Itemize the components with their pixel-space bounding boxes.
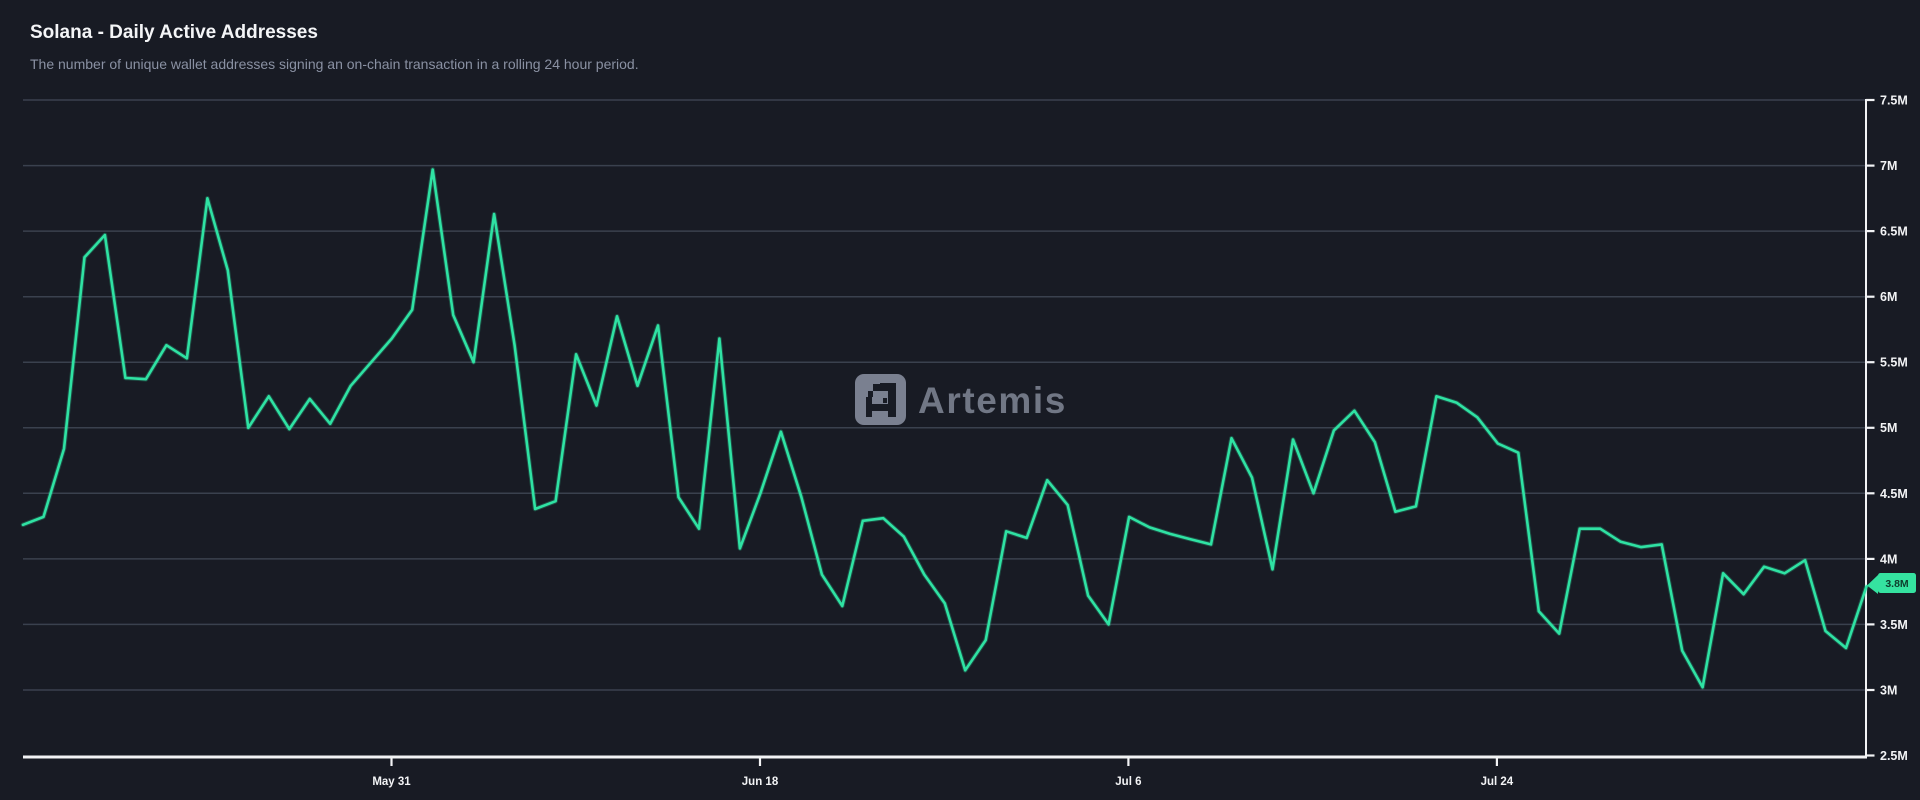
svg-text:4.5M: 4.5M [1880, 487, 1908, 501]
svg-text:6.5M: 6.5M [1880, 225, 1908, 239]
svg-text:The number of unique wallet ad: The number of unique wallet addresses si… [30, 56, 639, 72]
svg-text:7.5M: 7.5M [1880, 94, 1908, 108]
svg-text:7M: 7M [1880, 159, 1897, 173]
svg-text:3.8M: 3.8M [1885, 578, 1909, 590]
svg-text:2.5M: 2.5M [1880, 749, 1908, 763]
svg-text:4M: 4M [1880, 552, 1897, 566]
svg-text:3M: 3M [1880, 684, 1897, 698]
svg-text:May 31: May 31 [372, 776, 411, 788]
svg-text:6M: 6M [1880, 290, 1897, 304]
svg-text:5M: 5M [1880, 421, 1897, 435]
svg-text:Jun 18: Jun 18 [742, 776, 779, 788]
svg-text:Artemis: Artemis [918, 380, 1067, 421]
svg-text:Solana - Daily Active Addresse: Solana - Daily Active Addresses [30, 22, 318, 43]
svg-text:Jul 24: Jul 24 [1481, 776, 1514, 788]
svg-text:5.5M: 5.5M [1880, 356, 1908, 370]
svg-text:3.5M: 3.5M [1880, 618, 1908, 632]
svg-text:Jul 6: Jul 6 [1115, 776, 1141, 788]
